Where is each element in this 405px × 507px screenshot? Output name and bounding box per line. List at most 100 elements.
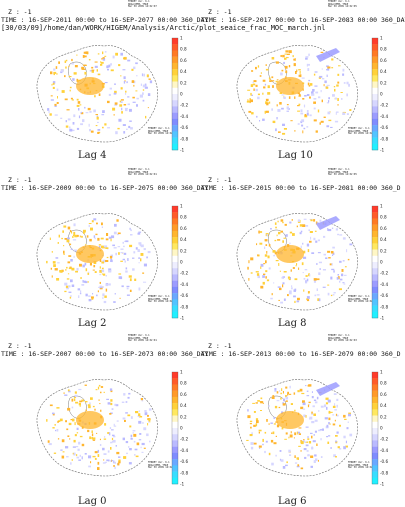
- colorbar-swatch: [172, 471, 178, 478]
- anomaly-cell: [126, 294, 130, 296]
- anomaly-cell: [279, 458, 282, 461]
- anomaly-cell: [84, 281, 88, 284]
- anomaly-cell: [63, 392, 65, 394]
- anomaly-cell: [126, 452, 128, 455]
- anomaly-cell: [75, 401, 79, 404]
- anomaly-cell: [255, 418, 259, 421]
- anomaly-cell: [276, 79, 279, 81]
- anomaly-cell: [97, 467, 100, 470]
- anomaly-cell: [330, 251, 334, 254]
- anomaly-cell: [332, 294, 335, 296]
- anomaly-cell: [125, 270, 128, 273]
- anomaly-cell: [303, 218, 307, 220]
- colorbar-swatch: [372, 477, 378, 485]
- colorbar-tick-label: -1: [180, 482, 185, 487]
- positive-anomaly-blob: [276, 77, 304, 95]
- anomaly-cell: [319, 75, 323, 78]
- anomaly-cell: [83, 232, 85, 234]
- anomaly-cell: [69, 230, 72, 233]
- anomaly-cell: [342, 282, 345, 284]
- anomaly-cell: [348, 412, 351, 415]
- anomaly-cell: [49, 404, 53, 407]
- anomaly-cell: [65, 446, 69, 449]
- anomaly-cell: [308, 53, 310, 56]
- anomaly-cell: [302, 130, 304, 134]
- anomaly-cell: [52, 82, 55, 85]
- anomaly-cell: [127, 96, 130, 98]
- panel-time-label: TIME : 16-SEP-2007 00:00 to 16-SEP-2073 …: [1, 350, 209, 358]
- anomaly-cell: [147, 107, 149, 109]
- anomaly-cell: [142, 92, 144, 95]
- anomaly-cell: [132, 257, 135, 259]
- anomaly-cell: [97, 121, 99, 123]
- anomaly-cell: [327, 441, 330, 444]
- anomaly-cell: [266, 419, 268, 422]
- anomaly-cell: [306, 395, 310, 397]
- colorbar-tick-label: -0.6: [380, 293, 389, 298]
- anomaly-cell: [46, 260, 48, 264]
- colorbar-tick-label: 0: [180, 426, 183, 431]
- anomaly-cell: [283, 128, 287, 130]
- anomaly-cell: [276, 234, 278, 237]
- panel-z-label: Z : -1: [208, 176, 232, 184]
- anomaly-cell: [247, 409, 249, 412]
- anomaly-cell: [93, 261, 97, 264]
- anomaly-cell: [143, 447, 146, 449]
- colorbar-tick-label: 0.2: [380, 414, 387, 419]
- anomaly-cell: [70, 295, 72, 297]
- anomaly-cell: [312, 440, 316, 443]
- colorbar-swatch: [172, 112, 178, 120]
- anomaly-cell: [85, 409, 87, 412]
- colorbar-tick-label: -1: [380, 316, 385, 321]
- anomaly-cell: [120, 101, 123, 103]
- anomaly-cell: [279, 102, 282, 105]
- anomaly-cell: [319, 122, 321, 125]
- anomaly-cell: [318, 298, 321, 302]
- anomaly-cell: [56, 88, 59, 91]
- anomaly-cell: [102, 57, 106, 61]
- anomaly-cell: [294, 432, 297, 436]
- anomaly-cell: [334, 88, 336, 92]
- anomaly-cell: [328, 411, 331, 414]
- anomaly-cell: [104, 461, 107, 463]
- anomaly-cell: [139, 416, 143, 418]
- anomaly-cell: [265, 101, 267, 105]
- anomaly-cell: [281, 427, 284, 430]
- anomaly-cell: [333, 270, 335, 273]
- anomaly-cell: [249, 420, 253, 422]
- anomaly-cell: [68, 76, 72, 78]
- anomaly-cell: [105, 238, 109, 241]
- colorbar-swatch: [172, 446, 178, 454]
- anomaly-cell: [330, 294, 333, 297]
- anomaly-cell: [146, 256, 148, 259]
- colorbar-swatch: [172, 459, 178, 466]
- anomaly-cell: [313, 460, 316, 463]
- colorbar-swatch: [172, 230, 178, 238]
- anomaly-cell: [258, 429, 262, 432]
- anomaly-cell: [249, 422, 252, 425]
- anomaly-cell: [301, 77, 305, 79]
- anomaly-cell: [127, 396, 130, 399]
- anomaly-cell: [320, 438, 322, 441]
- colorbar-tick-label: -0.2: [180, 103, 189, 108]
- anomaly-cell: [118, 252, 120, 255]
- anomaly-cell: [320, 405, 324, 408]
- colorbar-swatch: [172, 81, 178, 88]
- anomaly-cell: [303, 256, 307, 259]
- anomaly-cell: [108, 93, 111, 96]
- anomaly-cell: [51, 275, 53, 278]
- anomaly-cell: [83, 51, 86, 54]
- anomaly-cell: [107, 100, 110, 104]
- anomaly-cell: [253, 80, 257, 83]
- colorbar-swatch: [372, 125, 378, 132]
- colorbar-swatch: [172, 409, 178, 416]
- anomaly-cell: [303, 448, 307, 451]
- anomaly-cell: [65, 120, 67, 123]
- anomaly-cell: [279, 270, 281, 272]
- anomaly-cell: [139, 433, 142, 435]
- anomaly-cell: [306, 298, 308, 300]
- anomaly-cell: [260, 263, 264, 267]
- anomaly-cell: [309, 240, 312, 243]
- anomaly-cell: [281, 388, 283, 391]
- anomaly-cell: [308, 291, 310, 293]
